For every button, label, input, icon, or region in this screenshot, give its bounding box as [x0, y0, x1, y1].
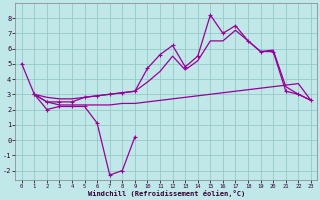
X-axis label: Windchill (Refroidissement éolien,°C): Windchill (Refroidissement éolien,°C) [88, 190, 245, 197]
